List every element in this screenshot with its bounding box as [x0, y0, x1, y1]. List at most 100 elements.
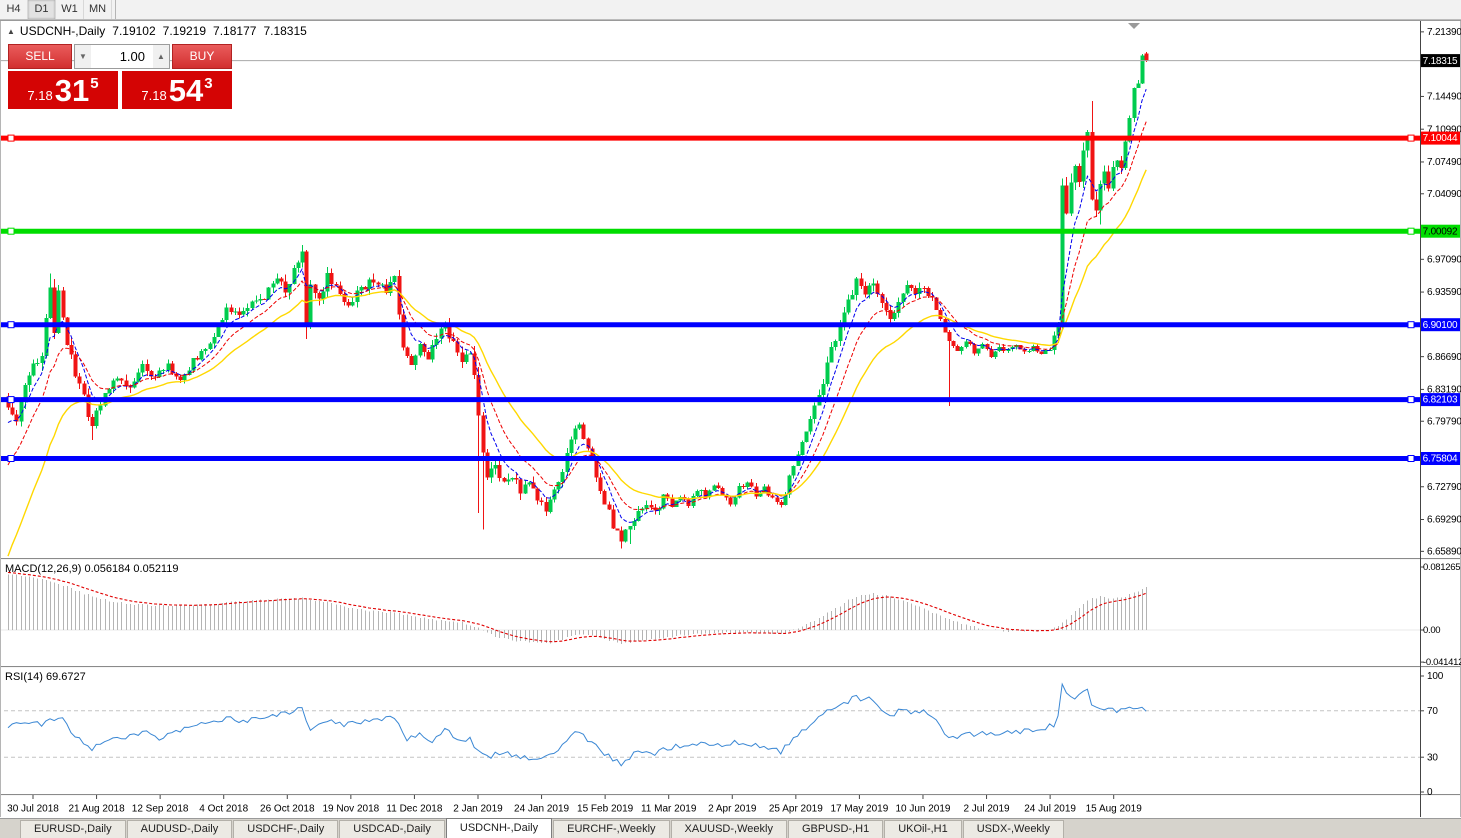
macd-scale-label: 0.00	[1423, 625, 1440, 636]
tab-usdcnh-daily[interactable]: USDCNH-,Daily	[445, 818, 553, 838]
date-tick-label: 25 Apr 2019	[769, 804, 823, 815]
price-tick-label: 7.07490	[1427, 157, 1461, 168]
price-badge	[1421, 224, 1460, 238]
rsi-scale-label: 70	[1427, 706, 1438, 717]
price-badge-label: 6.82103	[1423, 395, 1458, 406]
price-tick-label: 7.21390	[1427, 27, 1461, 38]
date-tick-label: 19 Nov 2018	[322, 804, 379, 815]
volume-down-icon[interactable]: ▼	[75, 45, 91, 68]
ask-price-big: 54	[168, 73, 204, 108]
rsi-scale-label: 100	[1427, 671, 1444, 682]
date-tick-label: 24 Jan 2019	[514, 804, 569, 815]
macd-panel	[0, 571, 1420, 645]
period-button-w1[interactable]: W1	[56, 0, 84, 19]
date-tick-label: 4 Oct 2018	[199, 804, 248, 815]
price-tick-label: 6.72790	[1427, 482, 1461, 493]
period-button-mn[interactable]: MN	[84, 0, 112, 19]
date-tick-label: 11 Dec 2018	[386, 804, 442, 815]
line-handle[interactable]	[1407, 455, 1415, 462]
line-handle[interactable]	[1407, 134, 1415, 142]
rsi-scale-label: 30	[1427, 752, 1438, 763]
date-tick-label: 17 May 2019	[830, 804, 888, 815]
tab-ukoil-h1[interactable]: UKOil-,H1	[884, 820, 962, 838]
ask-price-point: 3	[204, 75, 213, 92]
macd-indicator-label: MACD(12,26,9) 0.056184 0.052119	[5, 563, 179, 575]
line-handle[interactable]	[1407, 396, 1415, 404]
tab-audusd-daily[interactable]: AUDUSD-,Daily	[126, 820, 233, 838]
macd-scale-label: -0.041412	[1423, 657, 1461, 668]
line-handle[interactable]	[1407, 321, 1415, 329]
date-axis: 30 Jul 2018 21 Aug 2018 12 Sep 2018 4 Oct 2…	[7, 795, 1142, 815]
date-tick-label: 26 Oct 2018	[260, 804, 315, 815]
tab-usdcad-daily[interactable]: USDCAD-,Daily	[339, 820, 445, 838]
date-tick-label: 10 Jun 2019	[895, 804, 950, 815]
symbol-period-label: USDCNH-,Daily	[19, 24, 106, 38]
tab-usdx-weekly[interactable]: USDX-,Weekly	[962, 820, 1064, 838]
rsi-indicator-label: RSI(14) 69.6727	[5, 671, 86, 683]
date-tick-label: 2 Jul 2019	[963, 804, 1010, 815]
price-badge	[1421, 452, 1460, 465]
ask-price-small: 7.18	[141, 88, 167, 103]
date-tick-label: 15 Aug 2019	[1086, 804, 1143, 815]
line-handle[interactable]	[7, 134, 15, 142]
date-tick-label: 12 Sep 2018	[132, 804, 189, 815]
price-badge	[1421, 318, 1460, 332]
chart-shift-marker-icon[interactable]	[1128, 23, 1140, 29]
line-handle[interactable]	[7, 321, 15, 329]
price-axis: 7.21390 7.14490 7.10990 7.07490 7.04090 6.970…	[1420, 21, 1461, 817]
tab-eurusd-daily[interactable]: EURUSD-,Daily	[20, 820, 126, 838]
bid-price-point: 5	[90, 75, 99, 92]
volume-up-icon[interactable]: ▲	[153, 45, 169, 68]
line-handle[interactable]	[7, 455, 15, 462]
tab-xauusd-weekly[interactable]: XAUUSD-,Weekly	[670, 820, 787, 838]
rsi-panel	[4, 682, 1420, 767]
price-tick-label: 7.04090	[1427, 189, 1461, 200]
candlesticks	[6, 52, 1149, 549]
price-badge	[1421, 54, 1460, 68]
horizontal-lines	[0, 60, 1420, 462]
sell-button[interactable]: SELL	[8, 44, 72, 69]
price-badge	[1421, 393, 1460, 407]
price-tick-label: 6.65890	[1427, 546, 1461, 557]
buy-button[interactable]: BUY	[172, 44, 232, 69]
price-tick-label: 6.83190	[1427, 385, 1461, 396]
line-handle[interactable]	[7, 227, 15, 235]
volume-stepper: ▼ 1.00 ▲	[74, 44, 170, 69]
date-tick-label: 30 Jul 2018	[7, 804, 59, 815]
price-tick-label: 7.14490	[1427, 92, 1461, 103]
ma-fast-blue	[7, 89, 1147, 523]
price-badge-label: 6.75804	[1423, 454, 1458, 465]
price-tick-label: 6.93590	[1427, 287, 1461, 298]
ohlc-open: 7.19102	[112, 24, 156, 38]
price-badge-label: 7.18315	[1423, 56, 1458, 67]
bid-price-box[interactable]: 7.18 31 5	[8, 71, 118, 109]
bid-price-big: 31	[54, 73, 90, 108]
period-toolbar: H4 D1 W1 MN	[0, 0, 1461, 20]
tab-eurchf-weekly[interactable]: EURCHF-,Weekly	[553, 820, 670, 838]
bid-price-small: 7.18	[27, 88, 53, 103]
rsi-scale-label: 0	[1427, 787, 1433, 798]
chart-tab-bar: EURUSD-,Daily AUDUSD-,Daily USDCHF-,Daily U…	[0, 818, 1461, 838]
line-handle[interactable]	[1407, 227, 1415, 235]
collapse-panel-icon[interactable]: ▲	[7, 27, 15, 36]
price-badge-label: 7.10044	[1423, 133, 1458, 144]
volume-value[interactable]: 1.00	[119, 49, 145, 64]
ohlc-low: 7.18177	[213, 24, 257, 38]
one-click-trading-panel: SELL ▼ 1.00 ▲ BUY 7.18 31 5 7.18 54 3	[8, 44, 232, 109]
price-badge-label: 6.90100	[1423, 320, 1458, 331]
date-tick-label: 11 Mar 2019	[641, 804, 697, 815]
ask-price-box[interactable]: 7.18 54 3	[122, 71, 232, 109]
period-button-h4[interactable]: H4	[0, 0, 28, 19]
price-tick-label: 6.86690	[1427, 352, 1461, 363]
price-tick-label: 6.97090	[1427, 254, 1461, 265]
date-tick-label: 21 Aug 2018	[68, 804, 125, 815]
tab-usdchf-daily[interactable]: USDCHF-,Daily	[233, 820, 339, 838]
price-badge	[1421, 131, 1460, 145]
tab-gbpusd-h1[interactable]: GBPUSD-,H1	[787, 820, 884, 838]
period-button-d1[interactable]: D1	[28, 0, 56, 19]
date-tick-label: 24 Jul 2019	[1024, 804, 1076, 815]
line-handle[interactable]	[7, 396, 15, 404]
chart-info-line: ▲ USDCNH-,Daily 7.19102 7.19219 7.18177 7.183…	[7, 24, 307, 38]
